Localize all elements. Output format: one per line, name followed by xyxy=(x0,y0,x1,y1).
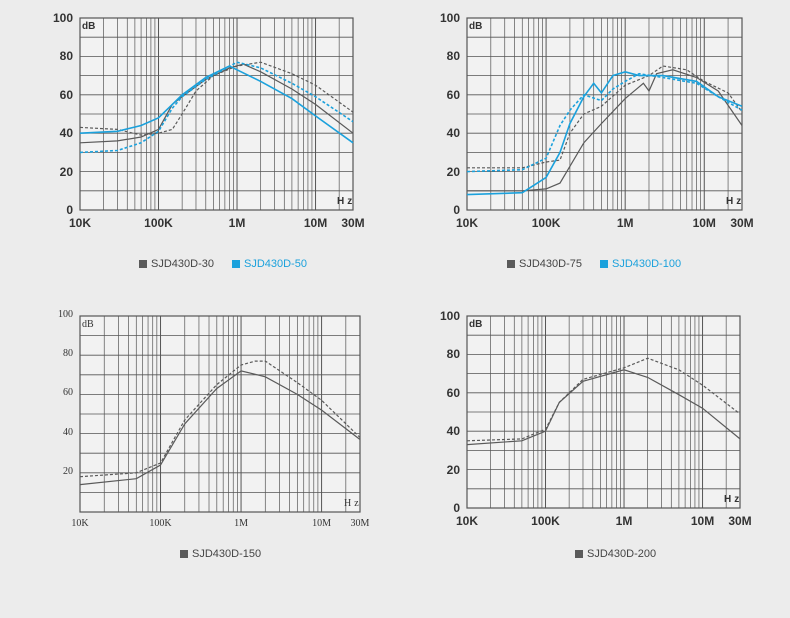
series-line-sjd430d-150-solid xyxy=(79,370,361,486)
x-tick-label: 1M xyxy=(228,216,246,230)
legend-label: SJD430D-30 xyxy=(151,258,214,270)
y-axis-unit-label: dB xyxy=(469,319,483,330)
legend-item: SJD430D-100 xyxy=(599,258,682,270)
y-tick-label: 60 xyxy=(446,385,460,400)
y-tick-label: 40 xyxy=(59,126,73,141)
legend-swatch xyxy=(231,260,240,268)
legend: SJD430D-200 xyxy=(575,548,670,560)
x-axis-unit-label: Hz xyxy=(726,196,745,207)
y-tick-label: 60 xyxy=(446,87,460,102)
y-tick-label: 100 xyxy=(52,11,73,25)
y-tick-label: 40 xyxy=(63,426,73,438)
x-tick-label: 30M xyxy=(341,216,365,230)
x-tick-label: 30M xyxy=(350,518,370,529)
series-line-sjd430d-30-solid xyxy=(79,63,354,144)
x-tick-label: 10K xyxy=(68,216,91,230)
series-line-sjd430d-150-dashed xyxy=(79,360,361,478)
x-tick-label: 10M xyxy=(312,518,332,529)
legend: SJD430D-150 xyxy=(180,548,275,560)
legend-label: SJD430D-150 xyxy=(192,548,262,560)
legend-label: SJD430D-50 xyxy=(243,258,307,270)
x-tick-label: 1M xyxy=(616,216,634,230)
y-tick-label: 80 xyxy=(63,348,73,360)
x-axis-unit-label: Hz xyxy=(724,494,743,505)
y-axis-unit-label: dB xyxy=(82,319,94,330)
x-tick-label: 100K xyxy=(144,216,173,230)
series-line-sjd430d-200-dashed xyxy=(466,357,741,442)
y-tick-label: 100 xyxy=(439,309,460,323)
legend-item: SJD430D-75 xyxy=(507,258,582,270)
legend: SJD430D-75 SJD430D-100 xyxy=(507,258,695,270)
series-line-sjd430d-100-solid xyxy=(466,70,743,196)
x-tick-label: 10K xyxy=(455,216,478,230)
y-tick-label: 60 xyxy=(63,387,73,399)
x-tick-label: 1M xyxy=(615,514,633,528)
y-tick-label: 40 xyxy=(446,126,460,141)
legend-swatch xyxy=(139,260,147,268)
y-tick-label: 40 xyxy=(446,424,460,439)
legend-swatch xyxy=(575,550,583,558)
y-tick-label: 80 xyxy=(446,347,460,362)
series-line-sjd430d-75-dashed xyxy=(467,65,743,169)
series-line-sjd430d-75-solid xyxy=(467,69,743,192)
y-tick-label: 20 xyxy=(63,465,73,477)
legend: SJD430D-30 SJD430D-50 xyxy=(139,258,321,270)
x-tick-label: 10K xyxy=(71,518,89,529)
series-line-sjd430d-30-dashed xyxy=(79,61,354,136)
x-axis-unit-label: Hz xyxy=(344,498,362,509)
y-axis-unit-label: dB xyxy=(469,21,483,32)
x-axis-unit-label: Hz xyxy=(337,196,356,207)
legend-swatch xyxy=(180,550,188,558)
legend-item: SJD430D-200 xyxy=(575,548,656,560)
x-tick-label: 10M xyxy=(690,514,715,528)
legend-item: SJD430D-30 xyxy=(139,258,214,270)
series-line-sjd430d-50-solid xyxy=(79,65,354,144)
series-line-sjd430d-200-solid xyxy=(466,369,741,446)
x-tick-label: 10M xyxy=(303,216,328,230)
y-tick-label: 60 xyxy=(59,87,73,102)
legend-item: SJD430D-50 xyxy=(231,258,307,270)
legend-swatch xyxy=(507,260,515,268)
series-line-sjd430d-100-dashed xyxy=(466,72,743,173)
legend-label: SJD430D-100 xyxy=(611,258,682,270)
y-axis-unit-label: dB xyxy=(82,21,96,32)
legend-label: SJD430D-200 xyxy=(587,548,657,560)
y-tick-label: 80 xyxy=(59,49,73,64)
y-tick-label: 100 xyxy=(58,309,73,320)
y-tick-label: 0 xyxy=(453,203,460,217)
x-tick-label: 30M xyxy=(728,514,752,528)
legend-item: SJD430D-150 xyxy=(180,548,261,560)
x-tick-label: 100K xyxy=(531,216,561,230)
y-tick-label: 20 xyxy=(59,164,73,179)
x-tick-label: 100K xyxy=(149,518,172,529)
x-tick-label: 30M xyxy=(730,216,754,230)
x-tick-label: 10M xyxy=(692,216,716,230)
y-tick-label: 0 xyxy=(66,203,73,217)
x-tick-label: 100K xyxy=(531,514,560,528)
y-tick-label: 0 xyxy=(453,501,460,515)
legend-label: SJD430D-75 xyxy=(519,258,582,270)
x-tick-label: 1M xyxy=(234,518,248,529)
y-tick-label: 20 xyxy=(446,462,460,477)
y-tick-label: 20 xyxy=(446,164,460,179)
y-tick-label: 80 xyxy=(446,49,460,64)
legend-swatch xyxy=(599,260,608,268)
x-tick-label: 10K xyxy=(455,514,478,528)
y-tick-label: 100 xyxy=(439,11,460,25)
